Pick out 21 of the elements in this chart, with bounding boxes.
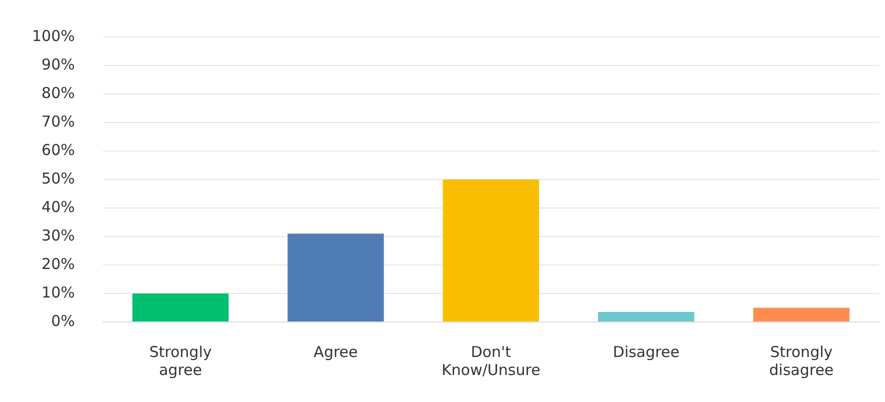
bar xyxy=(753,308,850,322)
y-tick-label: 40% xyxy=(42,198,75,216)
y-tick-label: 60% xyxy=(42,140,75,159)
bar xyxy=(442,180,540,322)
y-tick-label: 70% xyxy=(42,112,75,130)
x-tick-label: Strongly disagree xyxy=(769,342,834,379)
x-tick-label: Disagree xyxy=(612,342,680,361)
y-tick-label: 50% xyxy=(42,169,75,188)
y-tick-label: 0% xyxy=(51,312,75,330)
x-tick-label: Don't Know/Unsure xyxy=(442,342,540,379)
bar xyxy=(132,294,229,322)
y-tick-label: 30% xyxy=(42,226,75,244)
x-tick-label: Strongly agree xyxy=(149,342,212,379)
y-tick-label: 80% xyxy=(42,84,75,102)
y-tick-label: 100% xyxy=(32,26,75,45)
y-tick-label: 20% xyxy=(42,254,75,273)
y-tick-label: 90% xyxy=(42,55,75,74)
x-tick-label: Agree xyxy=(314,342,358,361)
bar xyxy=(288,234,384,322)
y-tick-label: 10% xyxy=(42,283,75,302)
bar xyxy=(598,312,694,322)
